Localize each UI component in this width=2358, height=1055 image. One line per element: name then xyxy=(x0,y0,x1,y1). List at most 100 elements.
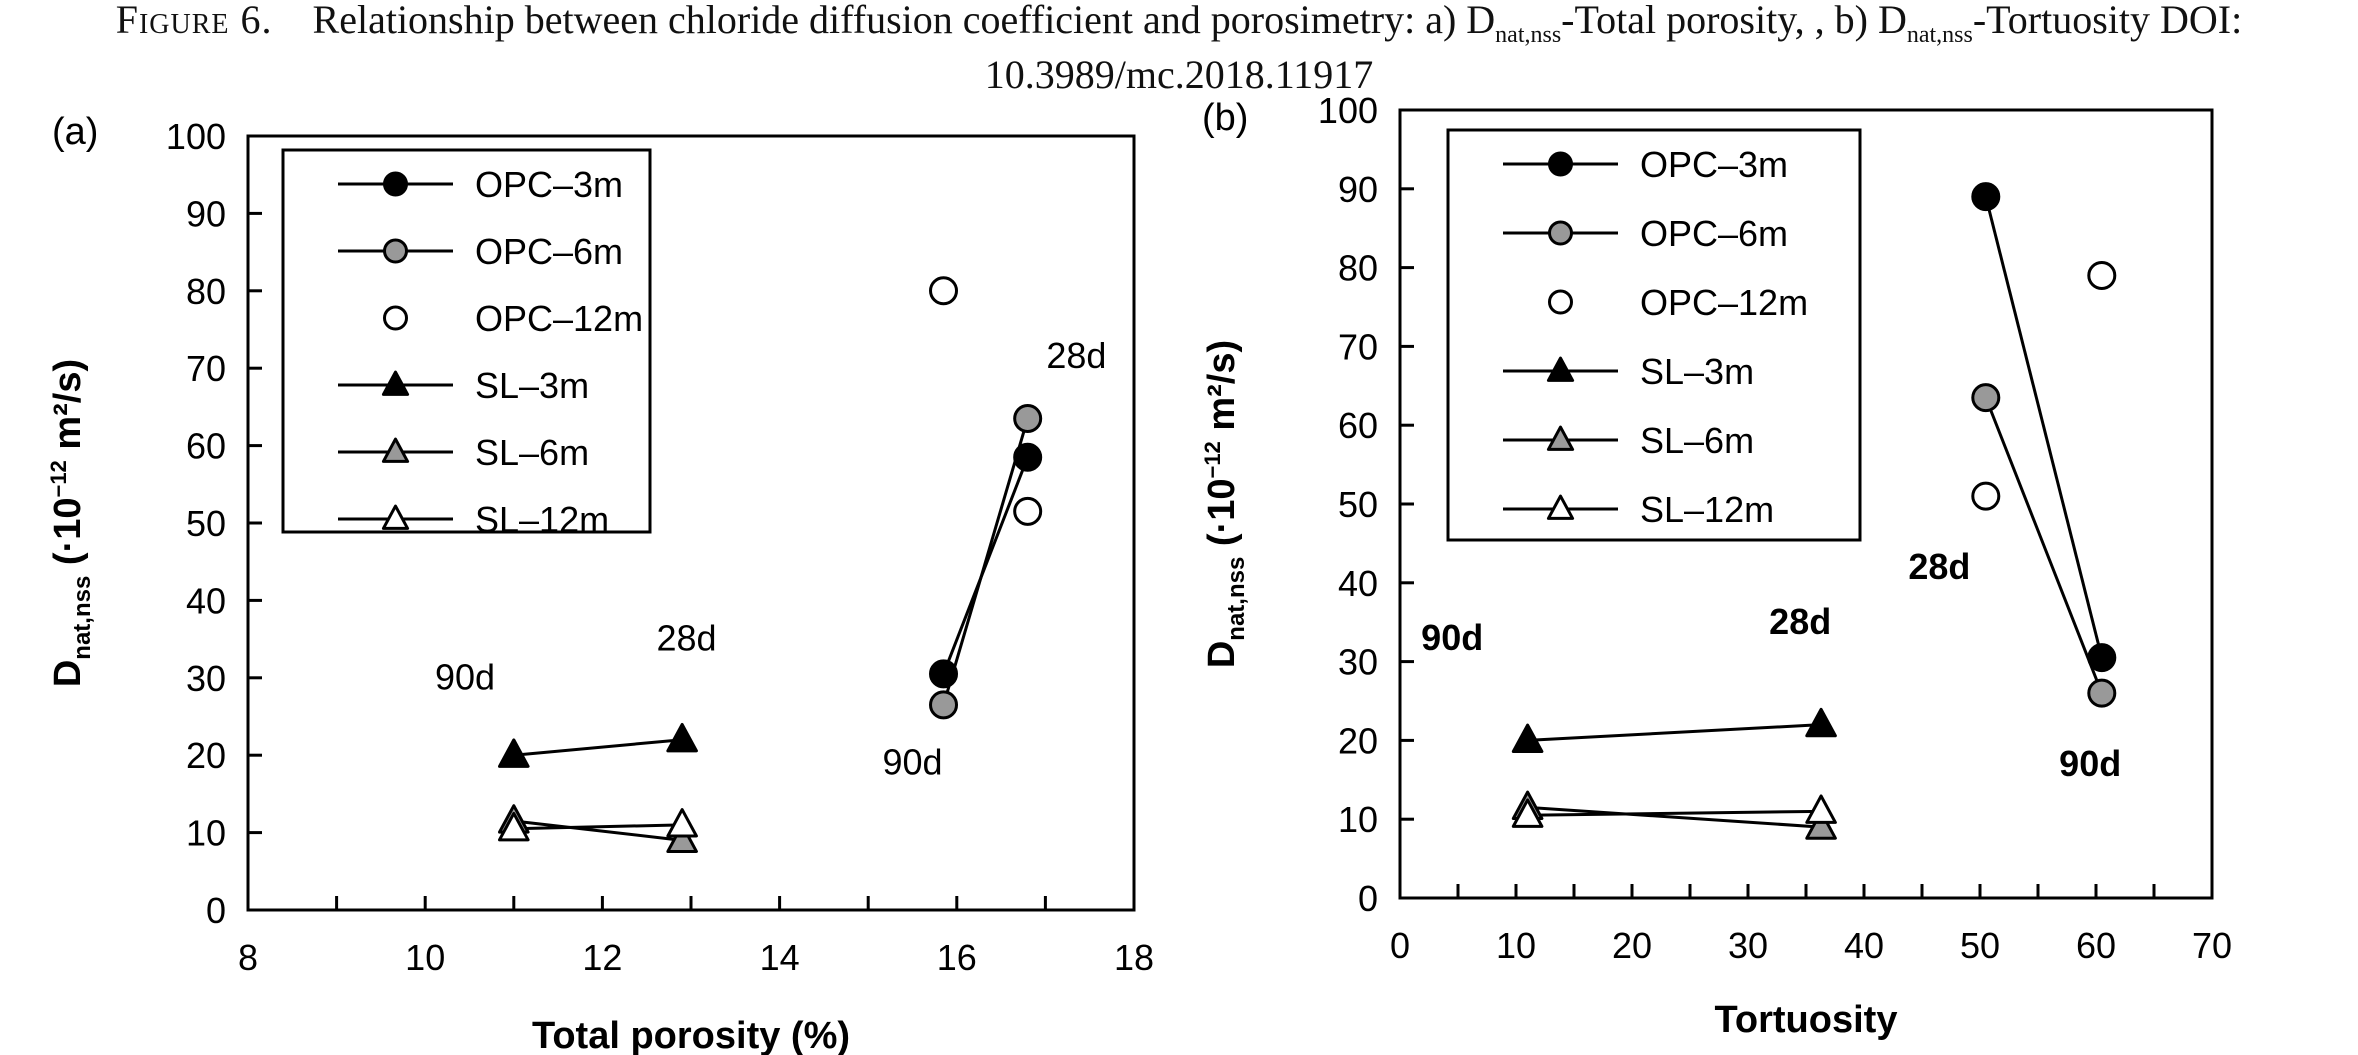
chart-panel-b: (b) 0 10 20 30 40 50 60 70 80 90 100 0 10 20 30 40 50 60 70… xyxy=(1200,90,2232,1041)
caption-sub-b: nat,nss xyxy=(1906,22,1973,48)
series-line-b-0 xyxy=(1984,196,2104,659)
data-point-b-1-1 xyxy=(2087,678,2117,708)
caption-text-c: -Tortuosity DOI: xyxy=(1972,0,2243,42)
x-tick-label-b: 40 xyxy=(1844,925,1884,966)
y-tick-label-a: 100 xyxy=(166,116,226,157)
x-tick-label-a: 18 xyxy=(1114,937,1154,978)
x-axis-title-b: Tortuosity xyxy=(1715,999,1898,1041)
y-tick-label-a: 30 xyxy=(186,658,226,699)
annotation-b-0: 90d xyxy=(1421,617,1483,658)
series-line-b-3 xyxy=(1527,723,1822,742)
y-tick-label-b: 0 xyxy=(1358,878,1378,919)
series-line-b-4 xyxy=(1527,805,1822,829)
data-point-b-5-1 xyxy=(1805,794,1837,824)
legend-label-a-4: SL–6m xyxy=(475,432,589,473)
legend-marker-a-5 xyxy=(381,504,410,530)
data-point-b-1-0 xyxy=(1971,383,2001,413)
legend-marker-a-1 xyxy=(383,238,408,264)
legend-label-b-3: SL–3m xyxy=(1640,351,1754,392)
y-tick-label-a: 20 xyxy=(186,735,226,776)
annotation-b-3: 90d xyxy=(2059,743,2121,784)
legend-label-a-5: SL–12m xyxy=(475,499,609,540)
y-axis-title-part-3: −12 xyxy=(46,460,71,497)
data-point-a-4-1 xyxy=(666,823,698,853)
data-point-a-0-1 xyxy=(1013,442,1043,472)
legend-label-a-0: OPC–3m xyxy=(475,164,623,205)
y-tick-label-b: 50 xyxy=(1338,484,1378,525)
data-point-b-2-0 xyxy=(1971,481,2001,511)
y-tick-label-b: 40 xyxy=(1338,563,1378,604)
legend-marker-a-2 xyxy=(383,305,408,331)
legend-marker-b-5 xyxy=(1546,494,1575,520)
data-point-a-2-1 xyxy=(1013,496,1043,526)
data-point-a-1-0 xyxy=(929,690,959,720)
y-axis-title-part-0: D xyxy=(47,660,89,687)
y-tick-label-b: 70 xyxy=(1338,326,1378,367)
y-axis-title-part-1: nat,nss xyxy=(69,576,96,660)
y-tick-label-a: 40 xyxy=(186,580,226,621)
x-tick-label-a: 16 xyxy=(937,937,977,978)
x-tick-label-b: 70 xyxy=(2192,925,2232,966)
legend-label-a-2: OPC–12m xyxy=(475,298,643,339)
data-point-b-4-1 xyxy=(1805,810,1837,840)
legend-box-b xyxy=(1446,128,1862,542)
annotation-a-3: 28d xyxy=(1046,335,1106,376)
annotation-b-2: 28d xyxy=(1908,546,1970,587)
y-tick-label-a: 0 xyxy=(206,890,226,931)
y-tick-label-a: 60 xyxy=(186,426,226,467)
legend-box-a xyxy=(281,148,652,534)
legend-marker-b-2 xyxy=(1548,289,1573,315)
series-line-a-1 xyxy=(942,418,1030,706)
x-tick-label-a: 14 xyxy=(760,937,800,978)
x-axis-title-a: Total porosity (%) xyxy=(532,1015,850,1055)
data-point-b-3-0 xyxy=(1511,723,1544,754)
data-point-a-2-0 xyxy=(929,276,959,306)
panel-label-b: (b) xyxy=(1202,97,1248,139)
series-line-b-1 xyxy=(1984,397,2104,694)
annotation-b-1: 28d xyxy=(1769,601,1831,642)
x-tick-label-a: 10 xyxy=(405,937,445,978)
y-tick-label-b: 90 xyxy=(1338,169,1378,210)
legend-marker-a-4 xyxy=(381,437,410,463)
x-tick-label-b: 10 xyxy=(1496,925,1536,966)
data-point-a-1-1 xyxy=(1013,404,1043,434)
figure-caption: Figure 6. Relationship between chloride … xyxy=(0,0,2358,95)
y-axis-title-part-1: nat,nss xyxy=(1223,557,1250,641)
caption-text-b: -Total porosity, , b) D xyxy=(1561,0,1907,42)
x-tick-label-b: 50 xyxy=(1960,925,2000,966)
y-tick-label-b: 20 xyxy=(1338,720,1378,761)
y-tick-label-b: 10 xyxy=(1338,799,1378,840)
figure-label: Figure 6. xyxy=(115,0,273,42)
data-point-a-3-1 xyxy=(666,722,698,753)
legend-label-b-0: OPC–3m xyxy=(1640,144,1788,185)
x-tick-label-b: 60 xyxy=(2076,925,2116,966)
data-point-b-0-1 xyxy=(2087,643,2117,673)
y-axis-title-part-4: m²/s) xyxy=(1201,340,1243,441)
caption-text-a: Relationship between chloride diffusion … xyxy=(312,0,1496,42)
chart-panel-a: (a) 0 10 20 30 40 50 60 70 80 90 100 8 10 12 14 16 18 Tota… xyxy=(46,111,1154,1055)
annotation-a-0: 90d xyxy=(435,656,495,697)
series-line-a-4 xyxy=(513,819,683,842)
y-tick-label-b: 100 xyxy=(1318,90,1378,131)
y-tick-label-a: 90 xyxy=(186,193,226,234)
data-point-a-5-1 xyxy=(666,808,698,838)
panel-label-a: (a) xyxy=(52,111,98,153)
y-axis-title-part-4: m²/s) xyxy=(47,359,89,460)
y-tick-label-a: 50 xyxy=(186,503,226,544)
series-line-a-3 xyxy=(513,738,683,757)
data-point-b-3-1 xyxy=(1805,707,1837,738)
y-axis-title-part-0: D xyxy=(1201,641,1243,668)
x-tick-label-a: 8 xyxy=(238,937,258,978)
y-tick-label-a: 70 xyxy=(186,348,226,389)
y-tick-label-b: 60 xyxy=(1338,405,1378,446)
annotation-a-1: 28d xyxy=(657,618,717,659)
y-axis-title-part-2: (·10 xyxy=(1201,479,1243,557)
legend-marker-b-1 xyxy=(1548,220,1573,246)
legend-marker-a-3 xyxy=(381,370,410,396)
legend-marker-a-0 xyxy=(383,171,408,197)
legend-label-b-4: SL–6m xyxy=(1640,420,1754,461)
data-point-b-0-0 xyxy=(1971,182,2001,212)
data-point-a-0-0 xyxy=(929,659,959,689)
legend-marker-b-4 xyxy=(1546,425,1575,451)
